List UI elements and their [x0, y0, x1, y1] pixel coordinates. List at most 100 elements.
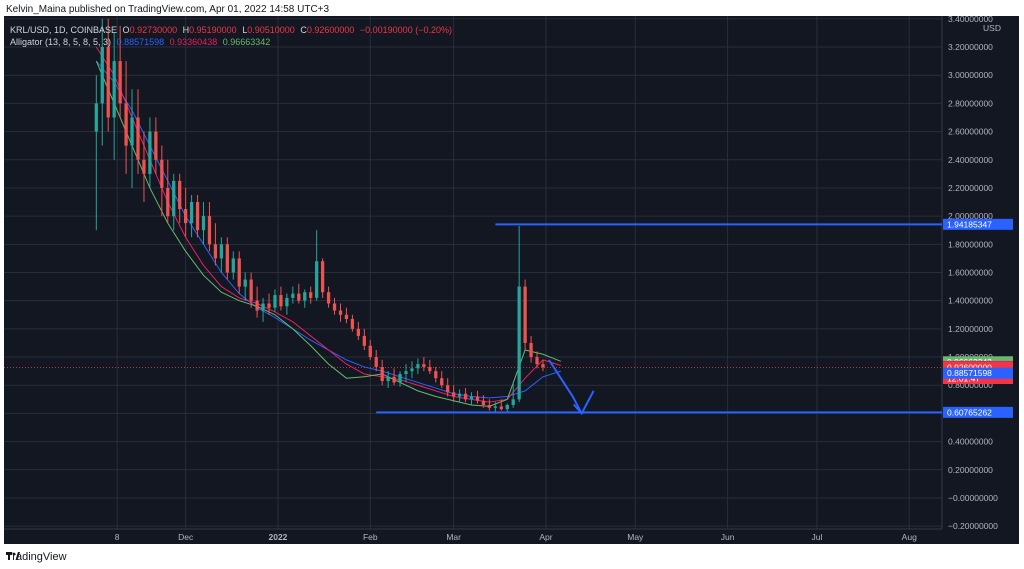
candle-body: [446, 385, 450, 393]
x-tick-label: May: [627, 532, 644, 542]
candle-body: [428, 366, 432, 372]
candle-body: [201, 216, 206, 231]
candle-body: [380, 366, 384, 382]
x-tick-label: 2022: [268, 532, 287, 542]
y-tick-label: −0.00000000: [948, 493, 998, 503]
teeth-value: 0.93360438: [169, 37, 218, 47]
ohlc-change: −0.00190000 (−0.20%): [359, 25, 452, 35]
candle-body: [386, 376, 390, 382]
candle-body: [178, 180, 182, 210]
candle-body: [136, 117, 140, 160]
candle-body: [326, 292, 331, 304]
candle-body: [338, 310, 343, 315]
candle-body: [374, 357, 378, 367]
candle-body: [213, 244, 218, 259]
ohlc-low: L0.90510000: [242, 25, 295, 35]
candle-body: [452, 392, 456, 397]
y-tick-label: 0.40000000: [948, 437, 993, 447]
candle-body: [279, 295, 283, 307]
candle-body: [398, 373, 402, 383]
y-tick-label: 3.20000000: [948, 42, 993, 52]
candle-body: [160, 159, 164, 188]
price-axis-label-text: 1.94185347: [947, 219, 992, 229]
indicator-label: Alligator (13, 8, 5, 8, 5, 3): [10, 37, 112, 47]
jaw-value: 0.88571598: [116, 37, 165, 47]
currency-label: USD: [983, 23, 1001, 33]
candle-body: [350, 319, 355, 329]
candle-body: [463, 393, 468, 400]
candle-body: [505, 404, 509, 410]
candle-body: [493, 406, 497, 408]
candle-body: [142, 159, 146, 174]
y-tick-label: 1.20000000: [948, 324, 993, 334]
candle-body: [356, 328, 360, 336]
x-tick-label: Apr: [539, 532, 552, 542]
y-tick-label: 1.80000000: [948, 239, 993, 249]
candle-body: [261, 303, 265, 311]
symbol-label: KRL/USD, 1D, COINBASE: [10, 25, 118, 35]
lips-value: 0.96663342: [222, 37, 271, 47]
y-tick-label: 2.40000000: [948, 155, 993, 165]
candle-body: [535, 357, 539, 365]
candle-body: [285, 297, 289, 307]
x-tick-label: 8: [115, 532, 120, 542]
x-tick-label: Jun: [721, 532, 735, 542]
candle-body: [195, 202, 200, 231]
candle-body: [410, 368, 414, 372]
x-tick-label: Feb: [363, 532, 378, 542]
candle-body: [172, 180, 176, 217]
y-tick-label: −0.20000000: [948, 521, 998, 531]
candle-body: [487, 404, 492, 408]
candle-body: [440, 378, 444, 386]
candle-body: [291, 293, 295, 298]
price-axis-label: [943, 406, 1013, 418]
alligator-teeth-line: [95, 46, 561, 403]
candle-body: [469, 396, 474, 400]
price-axis-label-text: 0.88571598: [947, 368, 992, 378]
footer-brand: TradingView: [6, 551, 67, 563]
price-axis-label-text: 0.60765262: [947, 407, 992, 417]
candle-body: [124, 103, 128, 146]
y-tick-label: 2.60000000: [948, 127, 993, 137]
publish-info: Kelvin_Maina published on TradingView.co…: [6, 4, 330, 15]
candle-body: [189, 202, 194, 224]
x-tick-label: Mar: [446, 532, 461, 542]
y-tick-label: 2.80000000: [948, 98, 993, 108]
candle-body: [511, 399, 515, 405]
price-chart[interactable]: 3.40000000 3.20000000 3.00000000 2.80000000…: [4, 16, 1019, 544]
indicator-legend[interactable]: Alligator (13, 8, 5, 8, 5, 3) 0.88571598…: [10, 37, 273, 47]
candle-body: [362, 335, 366, 346]
candle-body: [237, 258, 241, 287]
price-axis-label-text: 0.92600000: [947, 362, 992, 372]
candle-body: [118, 61, 122, 104]
symbol-legend[interactable]: KRL/USD, 1D, COINBASE O0.92730000 H0.951…: [10, 25, 455, 35]
candle-body: [297, 293, 301, 301]
alligator-jaw-line: [95, 60, 561, 399]
ohlc-open: O0.92730000: [122, 25, 178, 35]
candle-body: [100, 47, 104, 104]
candle-body: [166, 187, 170, 217]
x-tick-label: Aug: [902, 532, 917, 542]
candle-body: [404, 371, 408, 374]
candle-body: [541, 364, 545, 368]
price-axis-label: [943, 367, 1013, 379]
alligator-lips-line: [95, 60, 562, 407]
chart-panel[interactable]: 3.40000000 3.20000000 3.00000000 2.80000000…: [4, 16, 1019, 544]
candle-body: [309, 292, 313, 298]
candle-body: [94, 103, 98, 132]
candle-body: [249, 279, 253, 301]
candle-body: [267, 303, 271, 308]
y-tick-label: 2.00000000: [948, 211, 993, 221]
candle-body: [529, 342, 533, 358]
candle-body: [320, 261, 325, 293]
candle-body: [255, 300, 259, 311]
candle-body: [416, 364, 420, 369]
candle-body: [332, 303, 337, 311]
y-tick-label: 0.80000000: [948, 380, 993, 390]
candle-body: [392, 376, 396, 383]
tradingview-logo-icon: [6, 552, 20, 560]
ohlc-close: C0.92600000: [300, 25, 355, 35]
candle-body: [207, 216, 212, 245]
ohlc-high: H0.95190000: [182, 25, 237, 35]
y-tick-label: 3.40000000: [948, 16, 993, 24]
